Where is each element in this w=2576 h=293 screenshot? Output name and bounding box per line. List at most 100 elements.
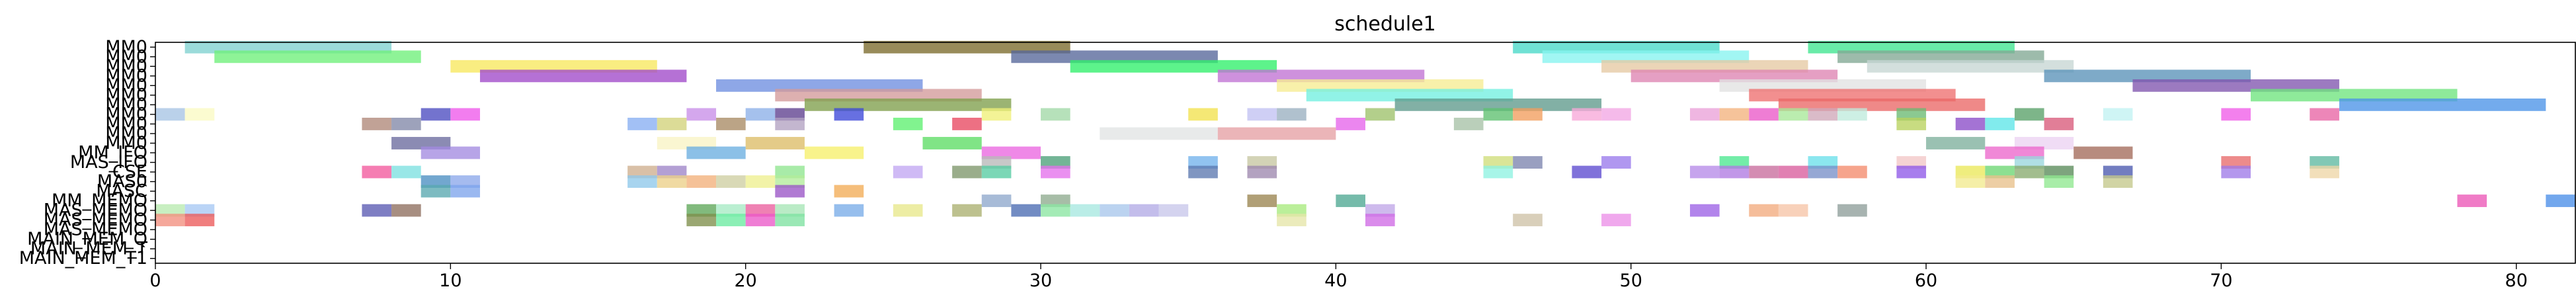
task-bar [1365,108,1395,121]
task-bar [1896,156,1927,169]
task-bar [1513,108,1543,121]
task-bar [981,165,1012,179]
task-bar [391,165,421,179]
task-bar [1483,165,1513,179]
task-bar [627,165,657,179]
x-tick-label: 60 [1915,271,1937,290]
task-bar [2221,108,2251,121]
task-bar [834,108,864,121]
task-bar [1041,194,1070,208]
task-bar [2014,108,2044,121]
task-bar [184,40,392,54]
task-bar [1808,40,2015,54]
task-bar [1070,60,1277,73]
task-bar [1896,108,1927,121]
x-tick-label: 0 [149,271,161,290]
task-bar [184,108,215,121]
task-bar [1247,165,1277,179]
task-bar [893,204,923,217]
y-tick-label: MM0 [105,95,147,115]
task-bar [1955,117,1986,130]
task-bar [421,185,451,198]
task-bar [1041,204,1070,217]
task-bar [1808,108,1838,121]
task-bar [1188,156,1218,169]
task-bar [2221,156,2251,169]
task-bar [1630,69,1838,83]
task-bar [1336,194,1365,208]
task-bar [1778,108,1808,121]
task-bar [716,214,746,227]
task-bar [2132,79,2339,92]
task-bar [1601,214,1631,227]
task-bar [362,165,392,179]
task-bar [745,137,805,149]
task-bar [421,108,451,121]
task-bar [716,175,746,188]
task-bar [155,108,185,121]
task-bar [1926,137,1986,149]
task-bar [834,204,864,217]
task-bar [2103,165,2133,179]
task-bar [1070,204,1100,217]
task-bar [1749,165,1779,179]
task-bar [1041,156,1070,169]
x-tick-label: 40 [1324,271,1347,290]
y-tick-label: MM0 [105,123,147,144]
task-bar [2310,156,2339,169]
task-bar [775,108,805,121]
task-bar [775,165,805,179]
task-bar [1041,108,1070,121]
task-bar [804,146,864,159]
task-bar [1365,204,1395,217]
task-bar [2310,165,2339,179]
y-tick-label: MM0 [105,85,147,105]
y-tick-label: MAS_MEMO [44,220,147,240]
task-bar [2044,117,2074,130]
task-bar [1542,50,1750,63]
task-bar [2251,89,2458,102]
y-tick-label: MM0 [105,104,147,124]
task-bar [1572,165,1602,179]
task-bar [1808,156,1838,169]
task-bar [1365,214,1395,227]
y-tick-label: MAS_MEMO [44,210,147,230]
task-bar [2339,98,2546,111]
task-bar [1601,108,1631,121]
task-bar [1837,165,1867,179]
y-tick-label: MASC [96,181,147,202]
x-tick-label: 50 [1620,271,1642,290]
task-bar [1955,165,1986,179]
task-bar [1837,50,2044,63]
task-bar [1277,108,1307,121]
task-bar [952,204,982,217]
task-bar [716,79,923,92]
task-bar [775,185,805,198]
task-bar [155,204,185,217]
task-bar [421,146,480,159]
task-bar [2103,175,2133,188]
y-tick-label: MAIN_MEM_T [30,239,148,259]
task-bar [864,40,1070,54]
task-bar [450,108,480,121]
task-bar [1453,117,1484,130]
task-bar [1985,175,2015,188]
task-bar [1277,214,1307,227]
task-bar [1689,108,1720,121]
task-bar [1129,204,1159,217]
task-bar [1778,165,1808,179]
task-bar [745,175,776,188]
task-bar [775,89,982,102]
task-bar [1247,194,1277,208]
task-bar [2044,165,2074,179]
task-bar [1217,127,1336,140]
task-bar [686,175,717,188]
task-bar [155,214,185,227]
y-tick-label: MAIN_MEM_Q [27,229,147,249]
task-bar [1778,204,1808,217]
task-bar [627,175,657,188]
x-axis: 0 10 20 30 40 50 60 70 80 [149,263,2528,291]
task-bar [1158,204,1189,217]
task-bar [2044,175,2074,188]
